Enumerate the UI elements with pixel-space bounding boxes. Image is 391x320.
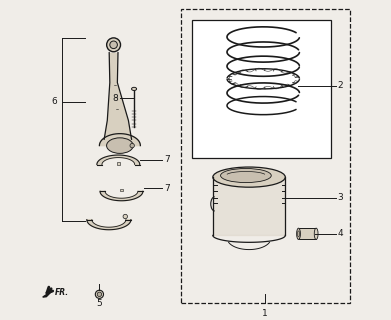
- Ellipse shape: [298, 231, 300, 237]
- Text: 1: 1: [262, 309, 268, 318]
- Text: 8: 8: [113, 94, 118, 103]
- Bar: [120, 189, 123, 191]
- Text: 2: 2: [337, 81, 343, 90]
- Text: 7: 7: [164, 184, 170, 193]
- Text: 6: 6: [51, 97, 57, 106]
- Circle shape: [110, 41, 117, 49]
- Text: 4: 4: [337, 229, 343, 238]
- Circle shape: [107, 38, 120, 52]
- Bar: [117, 162, 120, 165]
- Text: 5: 5: [97, 299, 102, 308]
- Text: 7: 7: [164, 155, 170, 164]
- Ellipse shape: [213, 167, 285, 187]
- Bar: [298, 228, 316, 239]
- Polygon shape: [99, 134, 140, 146]
- Polygon shape: [100, 191, 143, 201]
- Polygon shape: [87, 220, 131, 230]
- Ellipse shape: [221, 169, 271, 183]
- Text: 3: 3: [337, 193, 343, 202]
- Bar: [192, 20, 331, 158]
- Polygon shape: [104, 53, 131, 139]
- Circle shape: [123, 214, 127, 219]
- Ellipse shape: [107, 138, 133, 153]
- Circle shape: [97, 292, 102, 297]
- Text: FR.: FR.: [55, 288, 69, 297]
- Polygon shape: [97, 155, 140, 164]
- Ellipse shape: [314, 228, 318, 239]
- Bar: [181, 9, 350, 303]
- Circle shape: [130, 143, 135, 148]
- Circle shape: [95, 290, 104, 298]
- Ellipse shape: [297, 228, 300, 239]
- Ellipse shape: [131, 87, 136, 91]
- Polygon shape: [43, 290, 53, 297]
